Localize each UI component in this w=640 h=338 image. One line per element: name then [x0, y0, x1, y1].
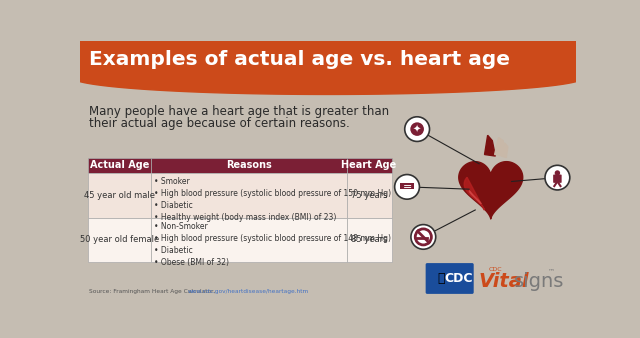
Circle shape — [404, 117, 429, 141]
Polygon shape — [495, 138, 505, 156]
FancyBboxPatch shape — [347, 158, 392, 173]
Circle shape — [545, 165, 570, 190]
Polygon shape — [484, 135, 495, 156]
FancyBboxPatch shape — [88, 218, 151, 262]
Polygon shape — [469, 191, 481, 204]
Text: Heart Age: Heart Age — [342, 160, 397, 170]
FancyBboxPatch shape — [151, 158, 347, 173]
FancyBboxPatch shape — [151, 218, 347, 262]
Text: 🦅: 🦅 — [437, 272, 445, 285]
FancyBboxPatch shape — [399, 183, 415, 189]
Text: www.cdc.gov/heartdisease/heartage.htm: www.cdc.gov/heartdisease/heartage.htm — [188, 289, 309, 294]
Text: Examples of actual age vs. heart age: Examples of actual age vs. heart age — [90, 50, 510, 69]
Text: signs: signs — [514, 272, 564, 291]
Text: 50 year old female: 50 year old female — [80, 236, 159, 244]
Text: ™: ™ — [548, 268, 555, 274]
Circle shape — [555, 170, 560, 176]
FancyBboxPatch shape — [553, 174, 562, 183]
Text: their actual age because of certain reasons.: their actual age because of certain reas… — [90, 117, 350, 130]
Text: Vital: Vital — [478, 272, 529, 291]
Text: 75 years: 75 years — [351, 191, 387, 200]
Text: Reasons: Reasons — [226, 160, 272, 170]
FancyBboxPatch shape — [88, 158, 151, 173]
Text: ≡: ≡ — [403, 183, 412, 193]
Polygon shape — [502, 143, 508, 158]
Polygon shape — [464, 177, 484, 210]
FancyBboxPatch shape — [88, 173, 151, 218]
Text: CDC: CDC — [488, 267, 502, 272]
Text: • Smoker
• High blood pressure (systolic blood pressure of 150 mm Hg)
• Diabetic: • Smoker • High blood pressure (systolic… — [154, 177, 391, 222]
Text: 45 year old male: 45 year old male — [84, 191, 155, 200]
Circle shape — [410, 122, 424, 136]
Text: ✦: ✦ — [413, 125, 421, 135]
Text: CDC: CDC — [444, 272, 472, 285]
FancyBboxPatch shape — [426, 263, 474, 294]
Text: Source: Framingham Heart Age Calculator,: Source: Framingham Heart Age Calculator, — [90, 289, 218, 294]
Circle shape — [395, 174, 419, 199]
FancyBboxPatch shape — [347, 218, 392, 262]
FancyBboxPatch shape — [347, 173, 392, 218]
Text: • Non-Smoker
• High blood pressure (systolic blood pressure of 148 mm Hg)
• Diab: • Non-Smoker • High blood pressure (syst… — [154, 221, 390, 267]
Text: Actual Age: Actual Age — [90, 160, 149, 170]
Text: Many people have a heart age that is greater than: Many people have a heart age that is gre… — [90, 105, 389, 118]
FancyBboxPatch shape — [151, 173, 347, 218]
Polygon shape — [72, 77, 584, 94]
Circle shape — [411, 224, 436, 249]
FancyBboxPatch shape — [80, 41, 576, 77]
Polygon shape — [459, 162, 523, 219]
Text: 85 years: 85 years — [351, 236, 387, 244]
